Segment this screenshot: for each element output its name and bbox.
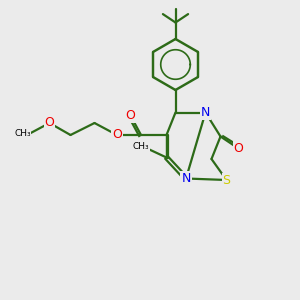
Text: O: O (112, 128, 122, 142)
Text: O: O (45, 116, 54, 130)
Text: N: N (181, 172, 191, 185)
Text: CH₃: CH₃ (133, 142, 149, 151)
Text: CH₃: CH₃ (14, 129, 31, 138)
Text: N: N (201, 106, 210, 119)
Text: S: S (223, 173, 230, 187)
Text: O: O (126, 109, 135, 122)
Text: O: O (234, 142, 243, 155)
